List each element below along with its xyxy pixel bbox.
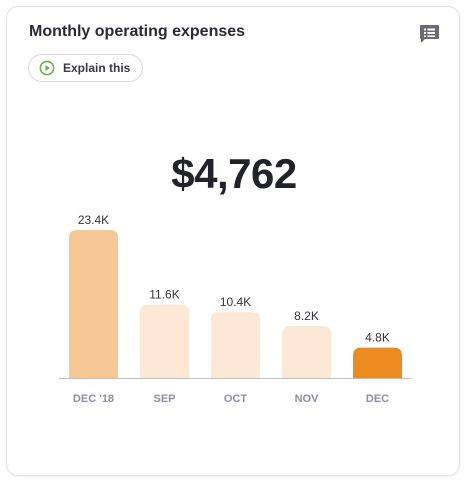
bar-oct[interactable] — [211, 312, 260, 378]
x-tick-label: NOV — [295, 393, 320, 405]
bar-value-label: 23.4K — [78, 213, 109, 227]
bar-value-label: 11.6K — [149, 288, 179, 302]
x-tick-label: DEC — [366, 393, 389, 405]
expense-card: Monthly operating expenses Explain this … — [6, 6, 460, 476]
x-tick-label: OCT — [224, 393, 248, 405]
bar-nov[interactable] — [282, 326, 331, 378]
play-circle-icon — [39, 60, 55, 76]
card-title: Monthly operating expenses — [29, 23, 246, 40]
x-tick-label: SEP — [153, 393, 175, 405]
headline-value: $4,762 — [171, 150, 297, 197]
bar-dec-18[interactable] — [69, 230, 118, 378]
expense-bar-chart: 23.4K DEC '18 11.6K SEP 10.4K OCT 8.2K NOV 4.8K D… — [59, 213, 411, 405]
bar-value-label: 8.2K — [294, 309, 319, 323]
bar-sep[interactable] — [140, 304, 189, 378]
explain-this-button[interactable]: Explain this — [28, 54, 144, 82]
x-tick-label: DEC '18 — [73, 393, 114, 405]
bar-value-label: 10.4K — [220, 295, 251, 309]
comment-icon[interactable] — [418, 23, 440, 45]
bar-value-label: 4.8K — [365, 331, 390, 345]
bar-dec[interactable] — [353, 347, 402, 378]
explain-this-label: Explain this — [63, 61, 131, 75]
